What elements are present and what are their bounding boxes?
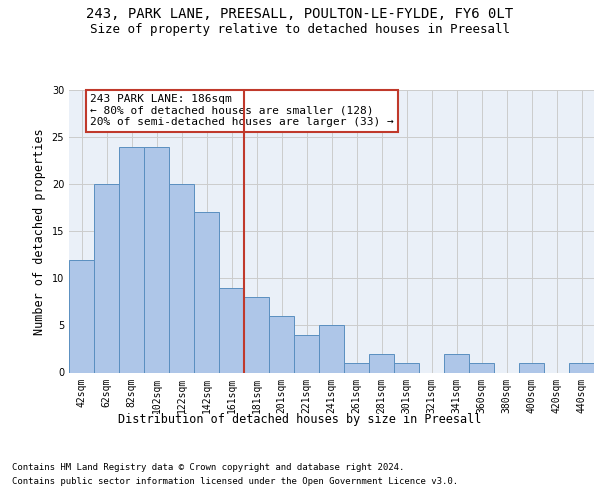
Bar <box>269 316 294 372</box>
Bar <box>169 184 194 372</box>
Text: Distribution of detached houses by size in Preesall: Distribution of detached houses by size … <box>118 412 482 426</box>
Bar <box>319 326 344 372</box>
Bar <box>519 363 544 372</box>
Bar <box>294 335 319 372</box>
Bar <box>144 146 169 372</box>
Text: 243 PARK LANE: 186sqm
← 80% of detached houses are smaller (128)
20% of semi-det: 243 PARK LANE: 186sqm ← 80% of detached … <box>90 94 394 128</box>
Bar <box>69 260 94 372</box>
Bar <box>369 354 394 372</box>
Bar <box>119 146 144 372</box>
Bar <box>244 297 269 372</box>
Bar <box>569 363 594 372</box>
Bar <box>394 363 419 372</box>
Bar <box>469 363 494 372</box>
Bar <box>219 288 244 372</box>
Bar <box>194 212 219 372</box>
Text: Contains public sector information licensed under the Open Government Licence v3: Contains public sector information licen… <box>12 478 458 486</box>
Text: Size of property relative to detached houses in Preesall: Size of property relative to detached ho… <box>90 22 510 36</box>
Text: Contains HM Land Registry data © Crown copyright and database right 2024.: Contains HM Land Registry data © Crown c… <box>12 462 404 471</box>
Bar <box>94 184 119 372</box>
Bar <box>344 363 369 372</box>
Text: 243, PARK LANE, PREESALL, POULTON-LE-FYLDE, FY6 0LT: 243, PARK LANE, PREESALL, POULTON-LE-FYL… <box>86 8 514 22</box>
Bar <box>444 354 469 372</box>
Y-axis label: Number of detached properties: Number of detached properties <box>33 128 46 334</box>
